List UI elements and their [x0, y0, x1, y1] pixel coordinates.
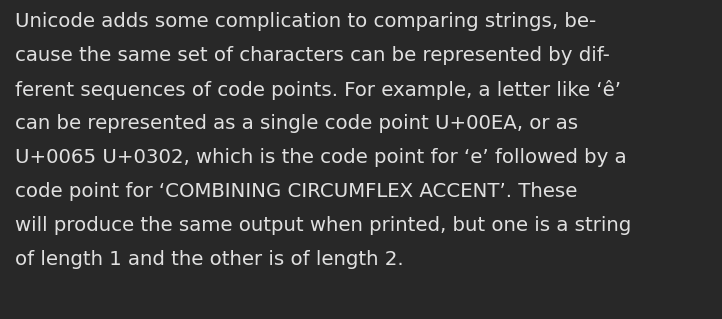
Text: Unicode adds some complication to comparing strings, be-: Unicode adds some complication to compar…: [15, 12, 596, 31]
Text: code point for ‘COMBINING CIRCUMFLEX ACCENT’. These: code point for ‘COMBINING CIRCUMFLEX ACC…: [15, 182, 578, 201]
Text: cause the same set of characters can be represented by dif-: cause the same set of characters can be …: [15, 46, 610, 65]
Text: ferent sequences of code points. For example, a letter like ‘ê’: ferent sequences of code points. For exa…: [15, 80, 621, 100]
Text: will produce the same output when printed, but one is a string: will produce the same output when printe…: [15, 216, 631, 235]
Text: of length 1 and the other is of length 2.: of length 1 and the other is of length 2…: [15, 250, 404, 269]
Text: U+0065 U+0302, which is the code point for ‘e’ followed by a: U+0065 U+0302, which is the code point f…: [15, 148, 627, 167]
Text: can be represented as a single code point U+00EA, or as: can be represented as a single code poin…: [15, 114, 578, 133]
